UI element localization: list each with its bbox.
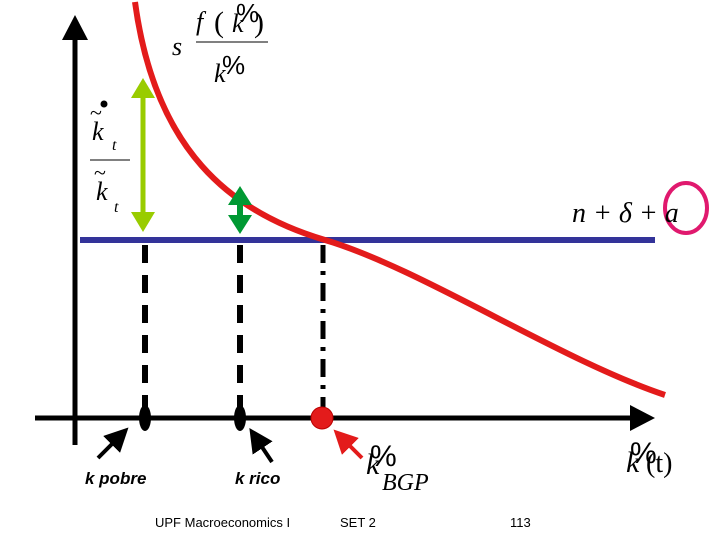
label-part: k <box>626 446 640 479</box>
label-part: f <box>196 7 207 36</box>
pointer-arrow <box>96 427 129 460</box>
label-part: % <box>370 440 397 473</box>
steady-state-label: k % BGP <box>366 440 429 496</box>
label-part: k <box>214 59 226 88</box>
steady-state-point <box>310 406 334 430</box>
point-poor <box>139 405 151 431</box>
label-part: % <box>630 437 657 470</box>
label-part: k <box>92 117 104 146</box>
line-label: n + δ + a <box>572 198 679 229</box>
growth-gap-poor <box>131 78 155 232</box>
footer-text: SET 2 <box>340 515 376 530</box>
label-part: ( <box>214 6 224 39</box>
footer-text: 113 <box>510 515 531 530</box>
savings-curve <box>132 1 666 398</box>
tilde: ~ <box>90 100 102 125</box>
label-part: ) <box>254 6 264 39</box>
tilde: ~ <box>94 160 106 185</box>
growth-gap-rich <box>228 186 252 234</box>
y-axis-arrow <box>62 15 88 40</box>
point-rich <box>234 405 246 431</box>
label-part: s <box>172 32 182 61</box>
pointer-arrow <box>249 428 274 464</box>
curve-label: s f ( k % ) k % <box>172 0 268 88</box>
label-part: t <box>114 199 119 216</box>
highlight-circle <box>663 181 709 235</box>
x-axis-label: k % (t) <box>626 437 672 479</box>
label-part: t <box>112 137 117 154</box>
y-axis-label: k ~ t k ~ t <box>90 100 130 216</box>
label-part: % <box>236 0 259 28</box>
label-part: k <box>366 448 380 481</box>
marker-label: k pobre <box>85 469 146 488</box>
pointer-arrow <box>333 429 364 460</box>
label-part: % <box>222 50 245 80</box>
label-part: k <box>232 9 244 38</box>
x-axis-arrow <box>630 405 655 431</box>
label-part: k <box>96 177 108 206</box>
footer-text: UPF Macroeconomics I <box>155 515 290 530</box>
label-part: (t) <box>646 448 672 479</box>
label-part: BGP <box>382 470 429 496</box>
marker-label: k rico <box>235 469 280 488</box>
